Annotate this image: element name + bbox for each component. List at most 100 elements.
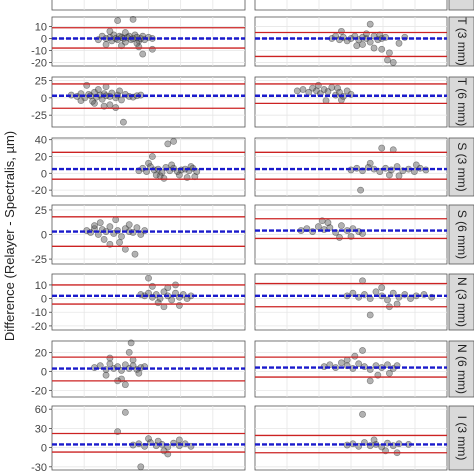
data-point [384,56,391,64]
data-point [131,250,139,258]
data-point [154,299,162,307]
facet-strip-label: T (3 mm) [455,17,469,65]
y-tick-label: -25 [31,254,47,266]
data-point [168,161,176,169]
data-point [376,31,384,39]
data-point [160,174,168,182]
data-point [314,81,322,89]
data-point [343,356,351,364]
data-point [372,288,380,296]
data-point [293,87,301,95]
data-point [359,347,366,354]
data-point [366,311,374,319]
y-tick-label: 20 [35,151,47,163]
data-point [328,84,336,91]
data-point [139,50,147,58]
data-point [366,377,374,385]
data-point [164,140,172,148]
data-point [337,27,345,35]
y-tick-label: -25 [31,110,47,122]
data-point [121,408,129,416]
facet-strip [448,204,474,265]
y-tick-label: -30 [31,462,47,474]
facet-strip [448,16,474,67]
y-tick-label: -10 [31,307,47,319]
data-point [389,59,397,66]
data-point [359,410,366,418]
data-point [125,348,133,356]
data-point [337,96,345,104]
data-point [366,159,374,167]
data-point [384,361,391,369]
facet-strip-label: I (3 mm) [455,416,469,461]
data-point [337,359,345,367]
y-tick-label: 30 [35,423,47,435]
facet-strip-label: T (6 mm) [455,78,469,126]
data-point [370,436,378,444]
data-point [137,463,145,471]
data-point [133,39,141,47]
data-point [114,17,122,24]
data-point [121,245,129,253]
data-point [160,288,168,296]
y-tick-label: 0 [41,294,47,306]
y-tick-label: 60 [35,404,47,416]
y-tick-label: 0 [41,230,47,242]
y-tick-label: 20 [35,347,47,359]
data-point [91,222,98,230]
data-point [102,371,110,379]
y-tick-label: 25 [35,75,47,87]
facet-strip-label: N (6 mm) [455,344,469,394]
data-point [366,38,374,46]
y-tick-label: 0 [41,168,47,180]
facet-strip-label: N (3 mm) [455,277,469,327]
data-point [125,221,133,229]
facet-strip [448,405,474,471]
data-point [112,104,120,111]
data-point [91,99,98,107]
data-point [362,30,370,38]
data-point [384,296,391,304]
data-point [106,354,114,362]
facet-strip [448,340,474,398]
data-point [299,86,307,93]
data-point [175,302,183,309]
data-point [121,29,129,36]
data-point [89,97,96,105]
data-point [129,15,137,23]
data-point [148,153,156,160]
y-tick-label: 0 [41,366,47,378]
data-point [320,86,328,93]
y-tick-label: 0 [41,443,47,455]
data-point [357,186,364,194]
data-point [148,45,156,53]
data-point [334,84,341,92]
data-point [94,86,102,93]
facet-strip [448,137,474,197]
data-point [116,238,123,246]
y-axis-label: Difference (Relayer - Spectralis, µm) [2,131,17,341]
data-point [366,20,374,28]
y-tick-label: 40 [35,135,47,147]
data-point [129,356,137,364]
facet-strip-label: S (3 mm) [455,142,469,191]
y-tick-label: 0 [41,93,47,105]
data-point [116,87,123,95]
data-point [351,352,359,360]
data-point [106,101,114,109]
data-point [385,369,393,377]
data-point [378,144,386,152]
data-point [145,274,152,282]
data-point [412,161,420,169]
data-point [77,97,85,105]
data-point [148,282,156,290]
data-point [152,171,160,179]
data-point [370,44,378,52]
data-point [385,171,393,179]
y-tick-label: -20 [31,321,47,333]
y-tick-label: 25 [35,205,47,217]
data-point [395,39,403,47]
data-point [378,45,386,53]
y-tick-label: -20 [31,185,47,197]
